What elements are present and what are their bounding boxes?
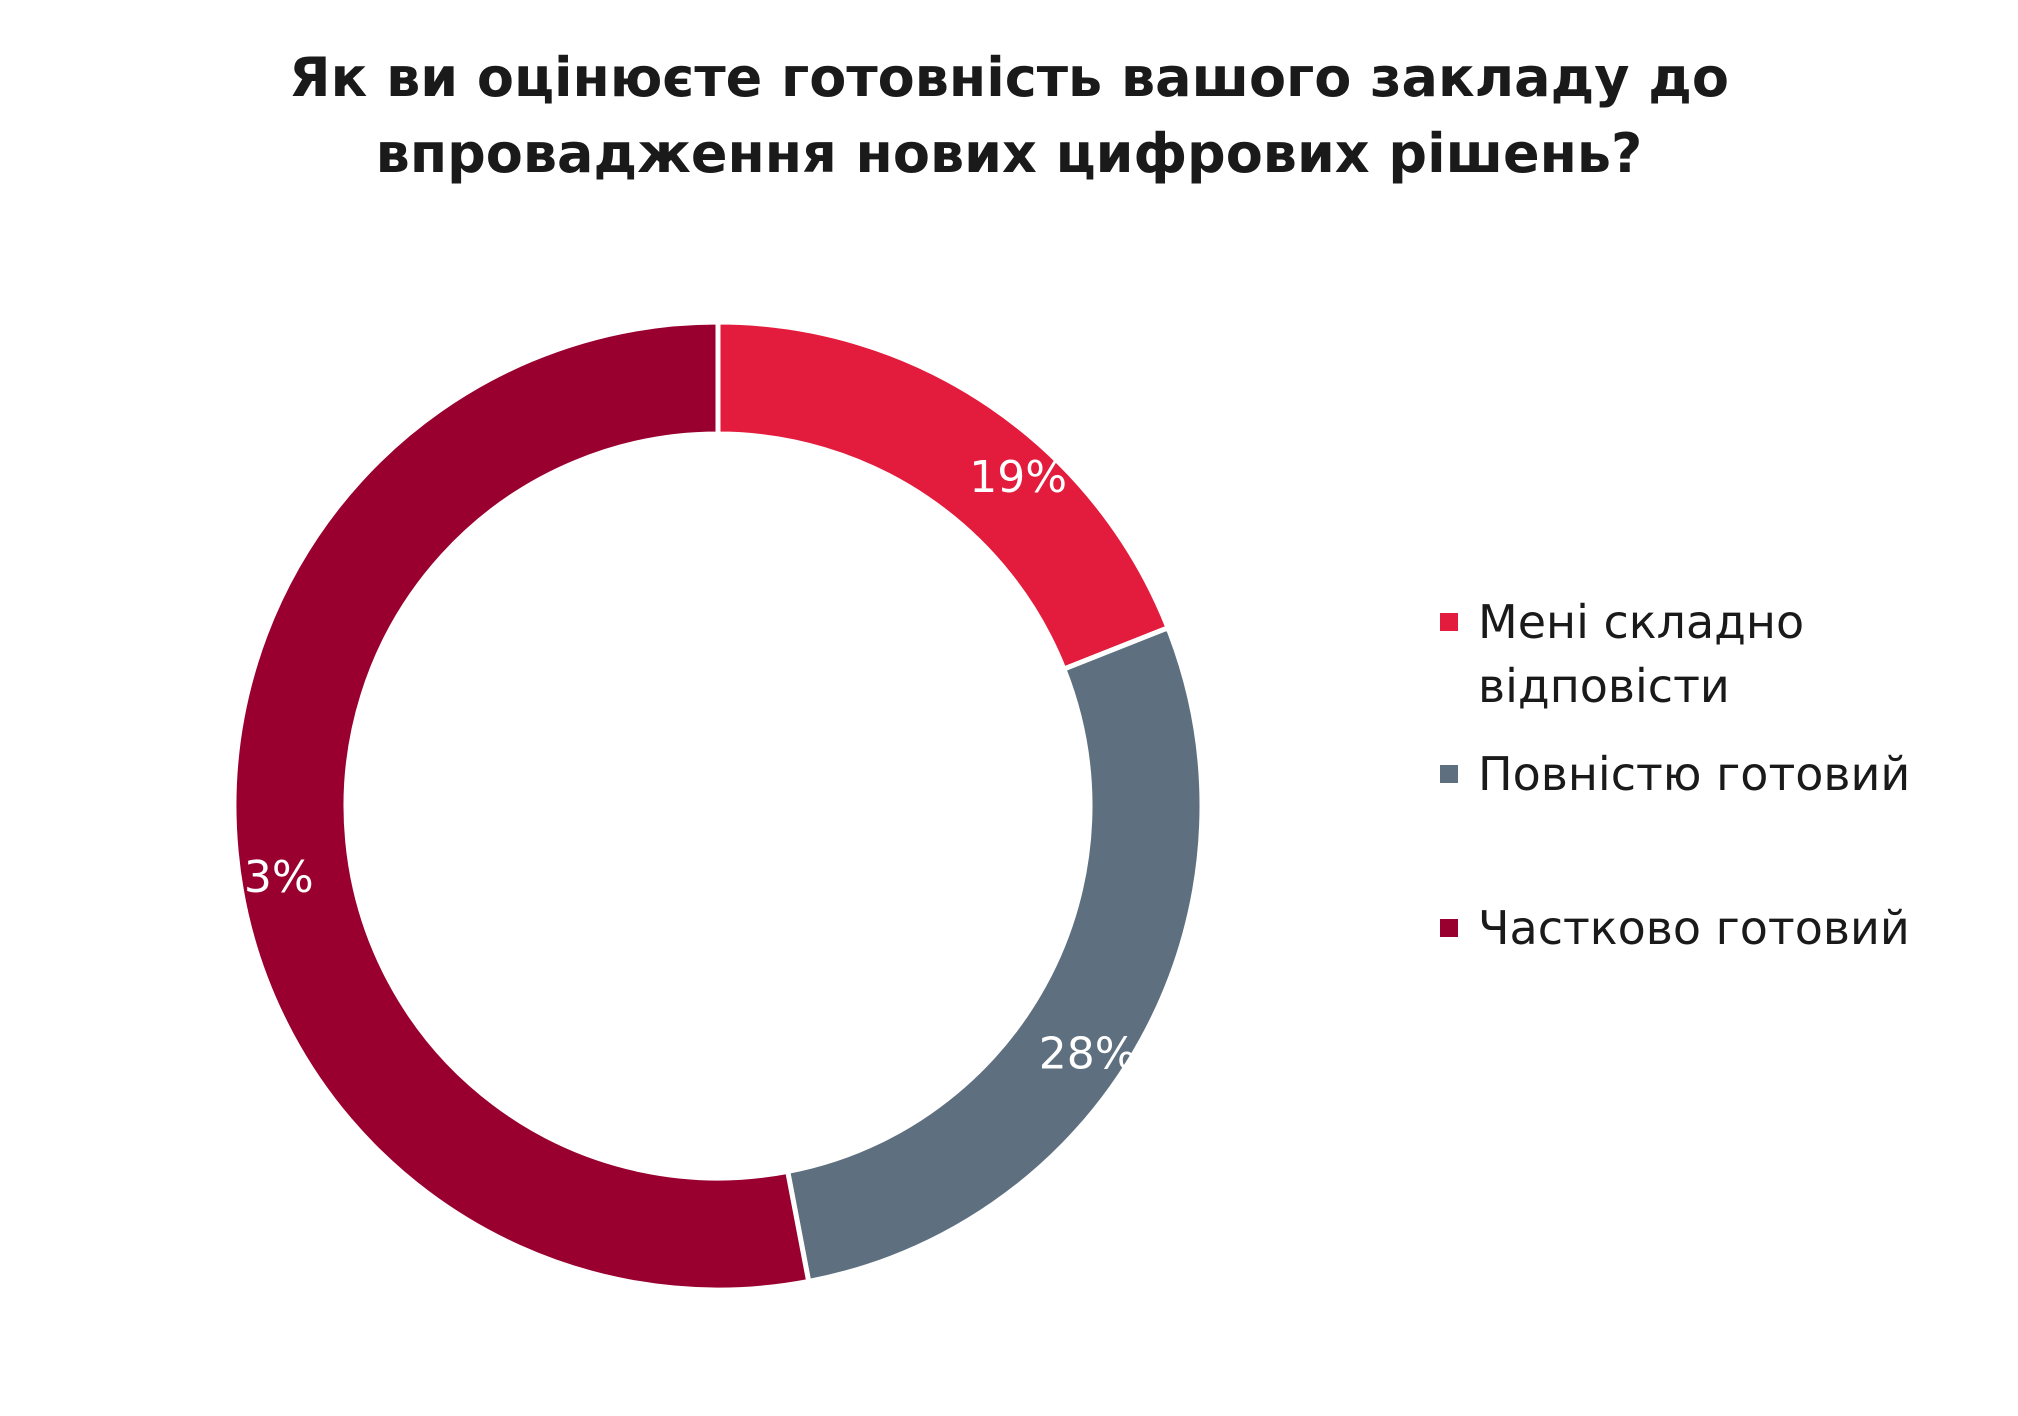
legend-swatch-unsure [1440, 613, 1458, 631]
legend-label-partially-ready: Частково готовий [1478, 896, 1998, 960]
donut-slice-labels: 19% 28% 53% [216, 452, 1137, 1079]
legend-label-partially-ready-line-1: Частково готовий [1478, 901, 1910, 955]
legend-item-fully-ready[interactable]: Повністю готовий [1440, 742, 2000, 806]
legend-item-partially-ready[interactable]: Частково готовий [1440, 896, 2000, 960]
slice-partially-ready[interactable] [231, 319, 812, 1293]
slice-partially-ready-label: 53% [216, 852, 314, 903]
slice-unsure[interactable] [715, 319, 1172, 673]
legend-item-unsure[interactable]: Мені складно відповісти [1440, 590, 2000, 718]
legend-label-unsure-line-1: Мені складно [1478, 595, 1805, 649]
donut-slices [231, 319, 1205, 1293]
slice-fully-ready-label: 28% [1039, 1028, 1137, 1079]
legend-swatch-partially-ready [1440, 919, 1458, 937]
legend-label-unsure-line-2: відповісти [1478, 659, 1730, 713]
legend-label-fully-ready: Повністю готовий [1478, 742, 1998, 806]
slice-fully-ready[interactable] [784, 624, 1205, 1285]
legend-label-unsure: Мені складно відповісти [1478, 590, 1998, 718]
chart-title: Як ви оцінюєте готовність вашого закладу… [0, 40, 2018, 192]
slice-unsure-label: 19% [969, 452, 1067, 503]
legend-label-fully-ready-line-1: Повністю готовий [1478, 747, 1911, 801]
chart-title-line-2: впровадження нових цифрових рішень? [375, 122, 1643, 185]
chart-title-line-1: Як ви оцінюєте готовність вашого закладу… [289, 46, 1729, 109]
legend-swatch-fully-ready [1440, 765, 1458, 783]
